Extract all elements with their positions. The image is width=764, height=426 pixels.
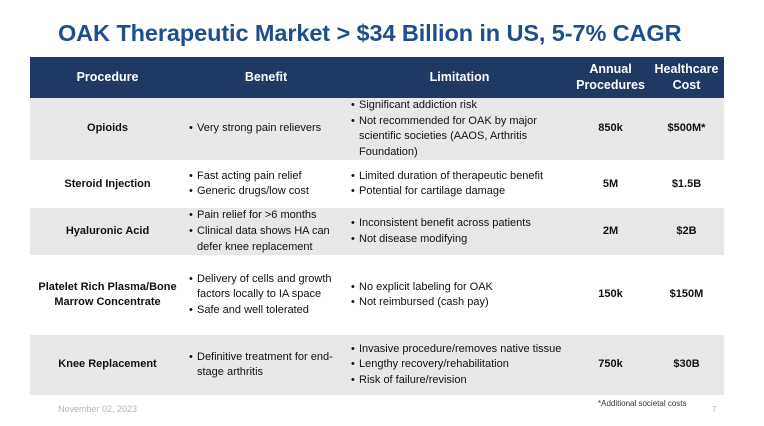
annual-procedures-cell: 5M: [572, 161, 649, 209]
header-procedure: Procedure: [30, 57, 185, 98]
benefit-cell: Fast acting pain relief Generic drugs/lo…: [185, 161, 347, 209]
benefit-cell: Very strong pain relievers: [185, 98, 347, 163]
procedure-cell: Platelet Rich Plasma/Bone Marrow Concent…: [30, 256, 185, 336]
limitation-item: Limited duration of therapeutic benefit: [351, 169, 568, 185]
limitation-item: Inconsistent benefit across patients: [351, 216, 568, 232]
benefit-cell: Delivery of cells and growth factors loc…: [185, 256, 347, 336]
header-limitation: Limitation: [347, 57, 572, 98]
limitation-item: Risk of failure/revision: [351, 373, 568, 389]
annual-procedures-cell: 850k: [572, 98, 649, 163]
limitation-item: Potential for cartilage damage: [351, 184, 568, 200]
limitation-item: Significant addiction risk: [351, 98, 568, 114]
table-row: Knee Replacement Definitive treatment fo…: [30, 334, 724, 398]
benefit-item: Clinical data shows HA can defer knee re…: [189, 224, 343, 255]
limitation-item: Not disease modifying: [351, 232, 568, 248]
benefit-cell: Pain relief for >6 months Clinical data …: [185, 207, 347, 258]
annual-procedures-cell: 750k: [572, 334, 649, 398]
limitation-item: Lengthy recovery/rehabilitation: [351, 357, 568, 373]
healthcare-cost-cell: $30B: [649, 334, 724, 398]
limitation-cell: No explicit labeling for OAK Not reimbur…: [347, 256, 572, 336]
table-header-row: Procedure Benefit Limitation Annual Proc…: [30, 57, 724, 98]
table-row: Hyaluronic Acid Pain relief for >6 month…: [30, 207, 724, 258]
limitation-item: No explicit labeling for OAK: [351, 280, 568, 296]
limitation-item: Not reimbursed (cash pay): [351, 295, 568, 311]
procedure-cell: Hyaluronic Acid: [30, 207, 185, 258]
healthcare-cost-cell: $1.5B: [649, 161, 724, 209]
benefit-item: Delivery of cells and growth factors loc…: [189, 272, 343, 303]
annual-procedures-cell: 150k: [572, 256, 649, 336]
annual-procedures-cell: 2M: [572, 207, 649, 258]
limitation-cell: Significant addiction risk Not recommend…: [347, 98, 572, 163]
header-healthcare-cost: Healthcare Cost: [649, 57, 724, 98]
benefit-item: Pain relief for >6 months: [189, 208, 343, 224]
limitation-item: Invasive procedure/removes native tissue: [351, 342, 568, 358]
footer-date: November 02, 2023: [58, 404, 138, 414]
table-row: Opioids Very strong pain relievers Signi…: [30, 98, 724, 163]
header-benefit: Benefit: [185, 57, 347, 98]
footnote: *Additional societal costs: [598, 399, 687, 408]
procedure-cell: Knee Replacement: [30, 334, 185, 398]
page-number: 7: [712, 405, 717, 414]
limitation-cell: Inconsistent benefit across patients Not…: [347, 207, 572, 258]
benefit-cell: Definitive treatment for end-stage arthr…: [185, 334, 347, 398]
healthcare-cost-cell: $2B: [649, 207, 724, 258]
benefit-item: Fast acting pain relief: [189, 169, 343, 185]
header-annual-procedures: Annual Procedures: [572, 57, 649, 98]
table-row: Steroid Injection Fast acting pain relie…: [30, 161, 724, 209]
healthcare-cost-cell: $500M*: [649, 98, 724, 163]
benefit-item: Generic drugs/low cost: [189, 184, 343, 200]
table-row: Platelet Rich Plasma/Bone Marrow Concent…: [30, 256, 724, 336]
procedure-cell: Steroid Injection: [30, 161, 185, 209]
limitation-cell: Limited duration of therapeutic benefit …: [347, 161, 572, 209]
therapeutic-market-table: Procedure Benefit Limitation Annual Proc…: [30, 57, 724, 398]
benefit-item: Very strong pain relievers: [189, 121, 343, 137]
limitation-cell: Invasive procedure/removes native tissue…: [347, 334, 572, 398]
benefit-item: Safe and well tolerated: [189, 303, 343, 319]
slide-title: OAK Therapeutic Market > $34 Billion in …: [58, 20, 682, 46]
procedure-cell: Opioids: [30, 98, 185, 163]
healthcare-cost-cell: $150M: [649, 256, 724, 336]
limitation-item: Not recommended for OAK by major scienti…: [351, 114, 568, 161]
benefit-item: Definitive treatment for end-stage arthr…: [189, 350, 343, 381]
